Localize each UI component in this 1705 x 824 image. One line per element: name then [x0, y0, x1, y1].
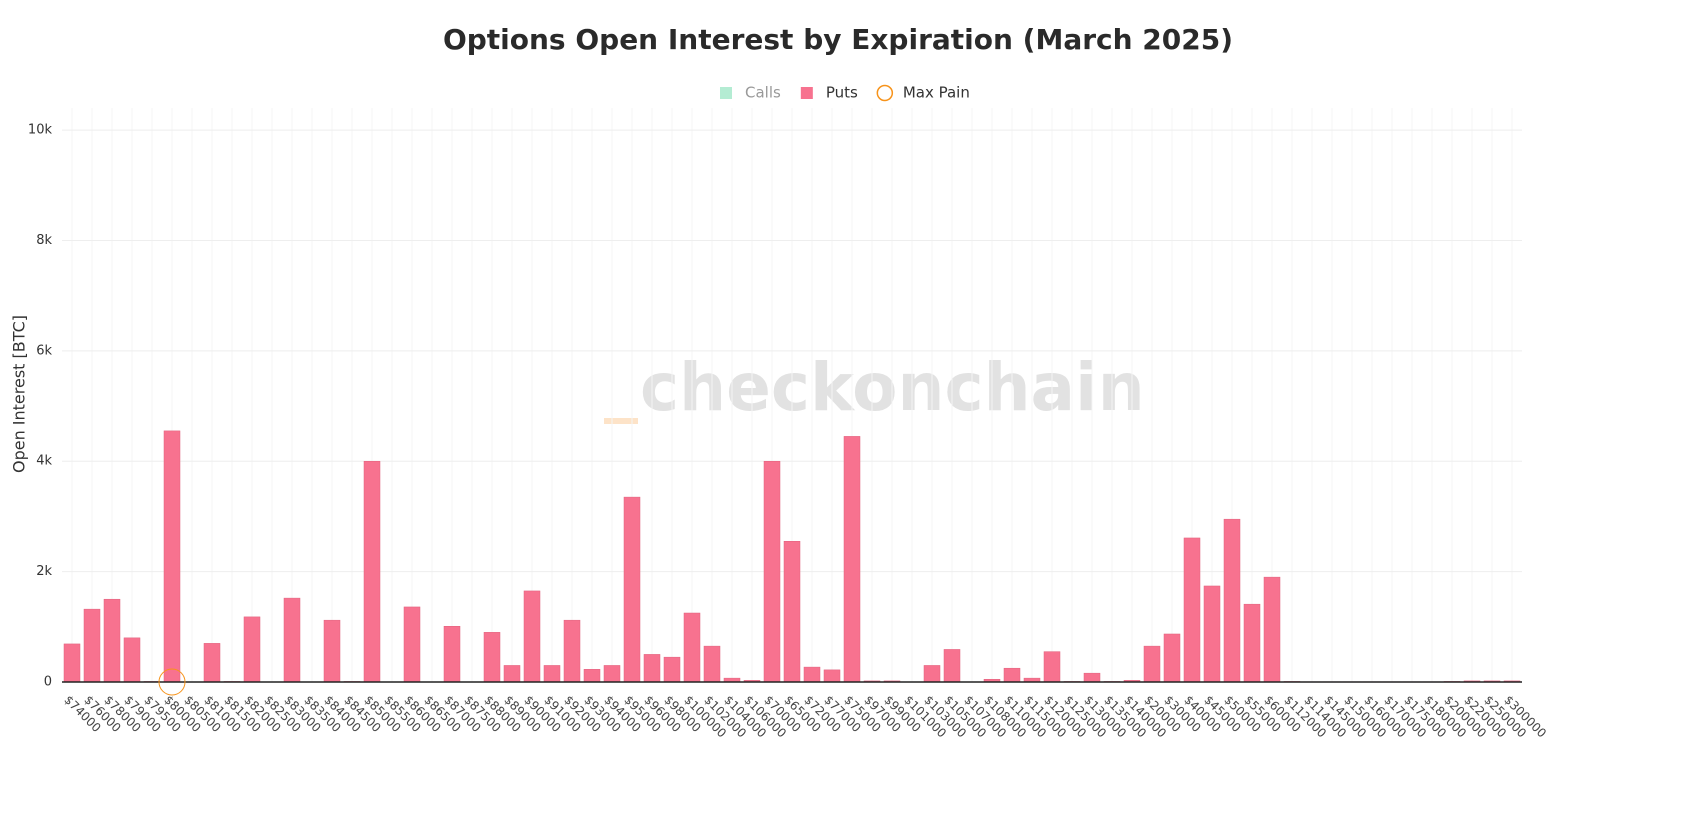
bar	[1183, 537, 1201, 683]
watermark-bar	[604, 418, 638, 424]
bar	[283, 597, 301, 683]
bar	[443, 626, 461, 683]
bar	[663, 656, 681, 683]
bar	[363, 460, 381, 683]
bar	[923, 665, 941, 683]
legend-label: Calls	[745, 84, 781, 102]
legend-label: Max Pain	[903, 84, 970, 102]
bar	[483, 632, 501, 683]
bar	[783, 541, 801, 683]
y-tick-label: 8k	[36, 233, 52, 248]
bar	[703, 645, 721, 683]
bar	[943, 649, 961, 683]
bar	[163, 430, 181, 683]
legend-swatch	[800, 87, 813, 99]
y-tick-label: 2k	[36, 564, 52, 579]
bar	[823, 669, 841, 683]
bar	[1223, 518, 1241, 683]
bar	[1083, 672, 1101, 683]
legend-swatch	[720, 87, 732, 99]
y-tick-label: 6k	[36, 343, 52, 358]
bar	[543, 665, 561, 683]
bar	[1243, 603, 1261, 683]
bar	[1263, 576, 1281, 683]
legend-label: Puts	[826, 84, 858, 102]
bar	[123, 637, 141, 683]
y-tick-label: 10k	[28, 123, 53, 138]
y-tick-label: 4k	[36, 454, 52, 469]
bar	[503, 665, 521, 683]
legend-swatch	[876, 84, 894, 102]
bar	[1143, 645, 1161, 683]
bar	[203, 643, 221, 683]
chart-title: Options Open Interest by Expiration (Mar…	[443, 23, 1233, 56]
bar	[243, 616, 261, 683]
bar	[763, 460, 781, 683]
bar	[83, 608, 101, 683]
y-axis-label: Open Interest [BTC]	[10, 315, 29, 473]
bar	[563, 619, 581, 683]
bar	[583, 669, 601, 683]
bar	[683, 612, 701, 683]
bar	[1043, 651, 1061, 683]
bar	[403, 606, 421, 683]
bar	[523, 590, 541, 683]
bar	[643, 654, 661, 683]
bar	[1003, 667, 1021, 683]
max-pain-marker	[158, 668, 186, 696]
bar	[323, 619, 341, 683]
bar	[63, 643, 81, 683]
y-tick-label: 0	[44, 675, 52, 690]
bar	[843, 436, 861, 683]
bar	[803, 666, 821, 683]
bar	[103, 598, 121, 683]
bar	[1163, 633, 1181, 683]
bar	[623, 496, 641, 683]
bar	[1203, 585, 1221, 683]
bar	[603, 665, 621, 683]
